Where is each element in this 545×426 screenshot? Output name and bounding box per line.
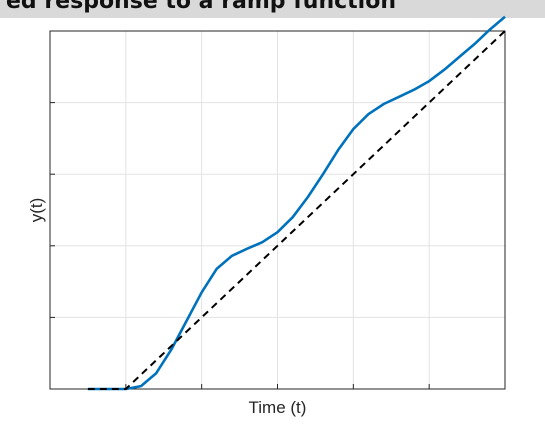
figure-title: ed response to a ramp function bbox=[6, 0, 396, 14]
figure-title-bar: ed response to a ramp function bbox=[0, 0, 545, 18]
axis-ticks bbox=[50, 102, 506, 389]
x-axis-label: Time (t) bbox=[249, 398, 307, 417]
ramp-input-line bbox=[87, 30, 506, 390]
y-axis-label: y(t) bbox=[27, 198, 46, 223]
grid-lines bbox=[50, 31, 506, 389]
response-line bbox=[87, 15, 506, 391]
plot-series bbox=[87, 15, 506, 391]
